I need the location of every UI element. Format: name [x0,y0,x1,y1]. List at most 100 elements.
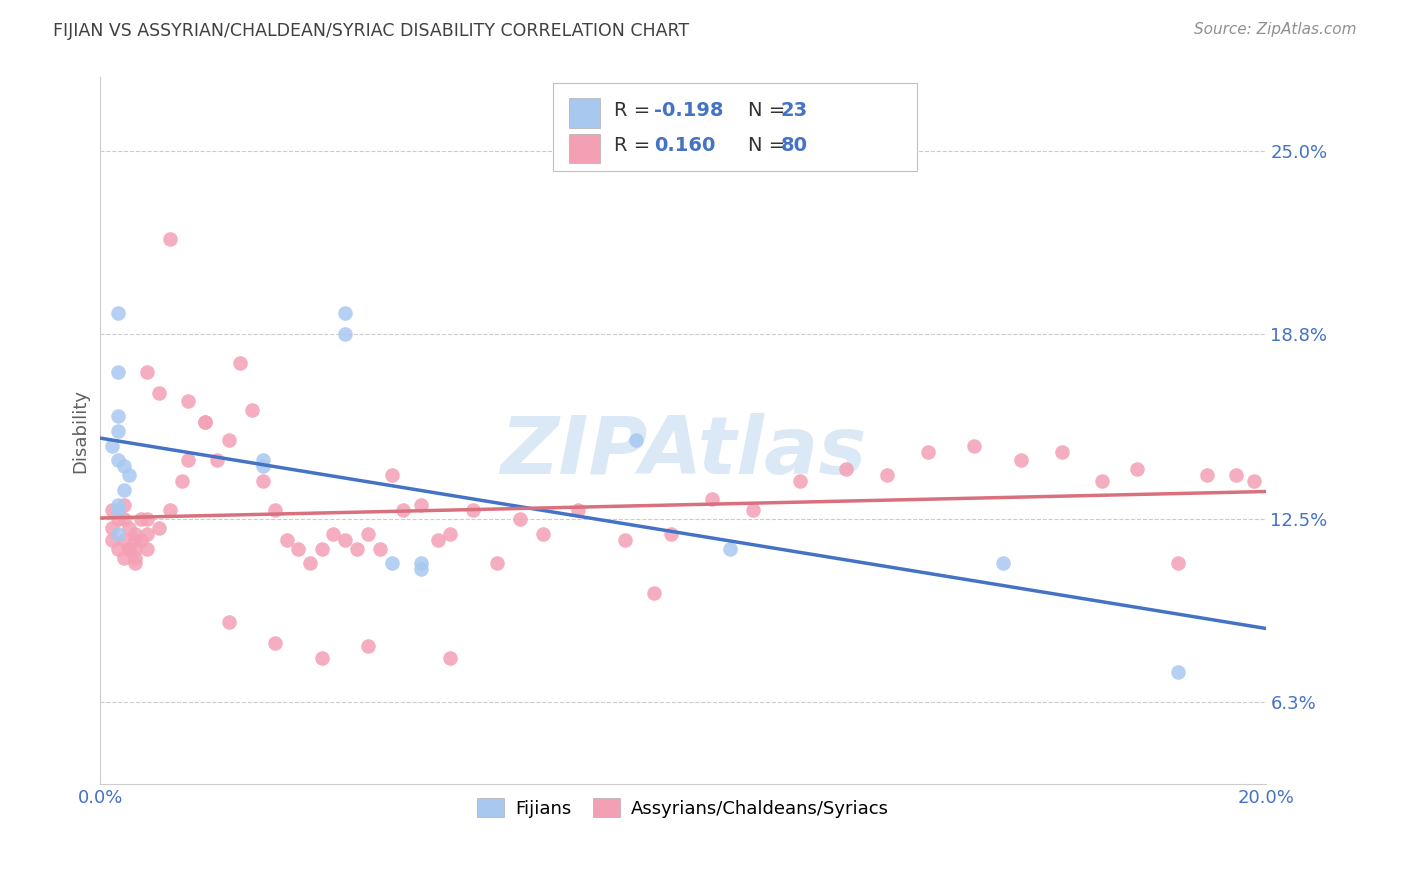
Point [509,512,531,526]
Point [136,512,159,526]
Point [1243,474,1265,488]
Point [136,365,159,379]
Point [264,503,287,517]
Point [118,541,141,556]
Text: R =: R = [614,136,657,155]
Point [124,527,146,541]
Point [613,533,636,547]
Point [409,562,432,576]
Point [333,306,356,320]
Text: Source: ZipAtlas.com: Source: ZipAtlas.com [1194,22,1357,37]
Point [112,498,135,512]
Point [107,498,129,512]
Point [963,439,986,453]
Point [1225,468,1247,483]
Point [1010,453,1032,467]
Point [252,453,274,467]
Point [107,541,129,556]
Point [107,424,129,438]
Point [194,415,217,429]
Point [218,615,240,630]
Point [1050,444,1073,458]
Point [101,439,124,453]
Point [159,232,181,246]
Point [107,503,129,517]
Point [177,394,200,409]
Point [311,650,333,665]
Point [107,365,129,379]
Point [311,541,333,556]
Point [643,586,665,600]
Point [124,557,146,571]
Point [741,503,763,517]
Text: FIJIAN VS ASSYRIAN/CHALDEAN/SYRIAC DISABILITY CORRELATION CHART: FIJIAN VS ASSYRIAN/CHALDEAN/SYRIAC DISAB… [53,22,689,40]
Point [107,527,129,541]
Text: -0.198: -0.198 [654,101,723,120]
Y-axis label: Disability: Disability [72,389,89,473]
Point [159,503,181,517]
Point [124,541,146,556]
Point [299,557,322,571]
Point [381,468,404,483]
Point [439,527,461,541]
Point [264,636,287,650]
Point [531,527,554,541]
Point [789,474,811,488]
Point [1197,468,1219,483]
Point [252,459,274,474]
Point [136,527,159,541]
Point [101,533,124,547]
Point [357,527,380,541]
Point [218,433,240,447]
Text: ZIPAtlas: ZIPAtlas [501,413,866,491]
Point [112,483,135,497]
Point [112,533,135,547]
Point [439,650,461,665]
Point [240,403,263,417]
Point [136,541,159,556]
Point [229,356,252,370]
Text: N =: N = [748,136,792,155]
Point [333,326,356,341]
Point [409,498,432,512]
Point [485,557,508,571]
Point [148,521,170,535]
Point [700,491,723,506]
Text: 23: 23 [780,101,807,120]
Point [124,533,146,547]
Point [118,521,141,535]
Point [101,521,124,535]
Point [252,474,274,488]
Point [129,512,152,526]
Point [129,533,152,547]
Point [392,503,415,517]
Point [626,433,648,447]
Point [107,512,129,526]
Point [148,385,170,400]
Text: 80: 80 [780,136,807,155]
Point [659,527,682,541]
Point [118,541,141,556]
Point [276,533,298,547]
Point [1167,557,1189,571]
Point [118,468,141,483]
Point [322,527,344,541]
Legend: Fijians, Assyrians/Chaldeans/Syriacs: Fijians, Assyrians/Chaldeans/Syriacs [470,791,896,825]
Point [333,533,356,547]
Point [876,468,898,483]
Point [177,453,200,467]
Point [346,541,368,556]
Point [107,453,129,467]
Point [112,550,135,565]
Text: R =: R = [614,101,657,120]
Point [124,550,146,565]
Text: N =: N = [748,101,792,120]
Point [112,512,135,526]
Point [368,541,391,556]
Point [107,306,129,320]
Point [567,503,589,517]
Text: 0.160: 0.160 [654,136,716,155]
Point [101,503,124,517]
Point [107,409,129,424]
Point [835,462,858,476]
